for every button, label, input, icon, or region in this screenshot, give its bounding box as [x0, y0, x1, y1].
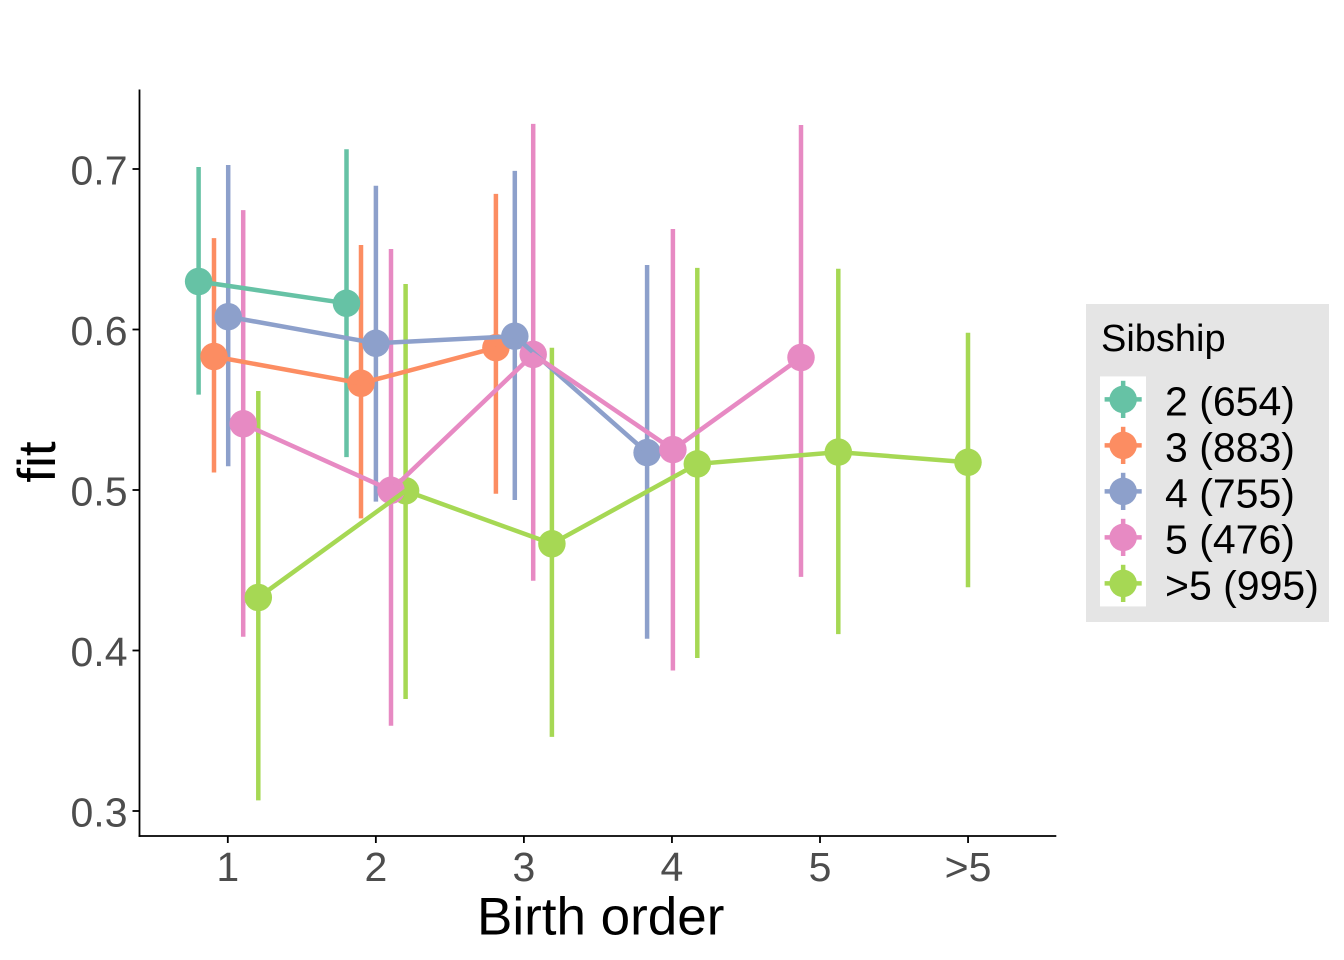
svg-text:0.4: 0.4	[71, 629, 128, 675]
svg-text:Birth order: Birth order	[477, 887, 724, 946]
svg-text:>5 (995): >5 (995)	[1165, 562, 1319, 608]
svg-text:0.3: 0.3	[71, 789, 128, 835]
svg-text:5: 5	[809, 844, 832, 890]
svg-text:>5: >5	[945, 844, 992, 890]
svg-text:4: 4	[661, 844, 684, 890]
svg-text:1: 1	[216, 844, 239, 890]
svg-text:3: 3	[512, 844, 535, 890]
svg-text:5 (476): 5 (476)	[1165, 516, 1295, 562]
svg-text:0.7: 0.7	[71, 147, 128, 193]
svg-text:2 (654): 2 (654)	[1165, 378, 1295, 424]
svg-text:0.5: 0.5	[71, 468, 128, 514]
svg-text:2: 2	[364, 844, 387, 890]
svg-text:3 (883): 3 (883)	[1165, 424, 1295, 470]
svg-text:fit: fit	[8, 441, 67, 483]
svg-text:0.6: 0.6	[71, 308, 128, 354]
svg-text:4 (755): 4 (755)	[1165, 470, 1295, 516]
svg-text:Sibship: Sibship	[1101, 318, 1226, 360]
